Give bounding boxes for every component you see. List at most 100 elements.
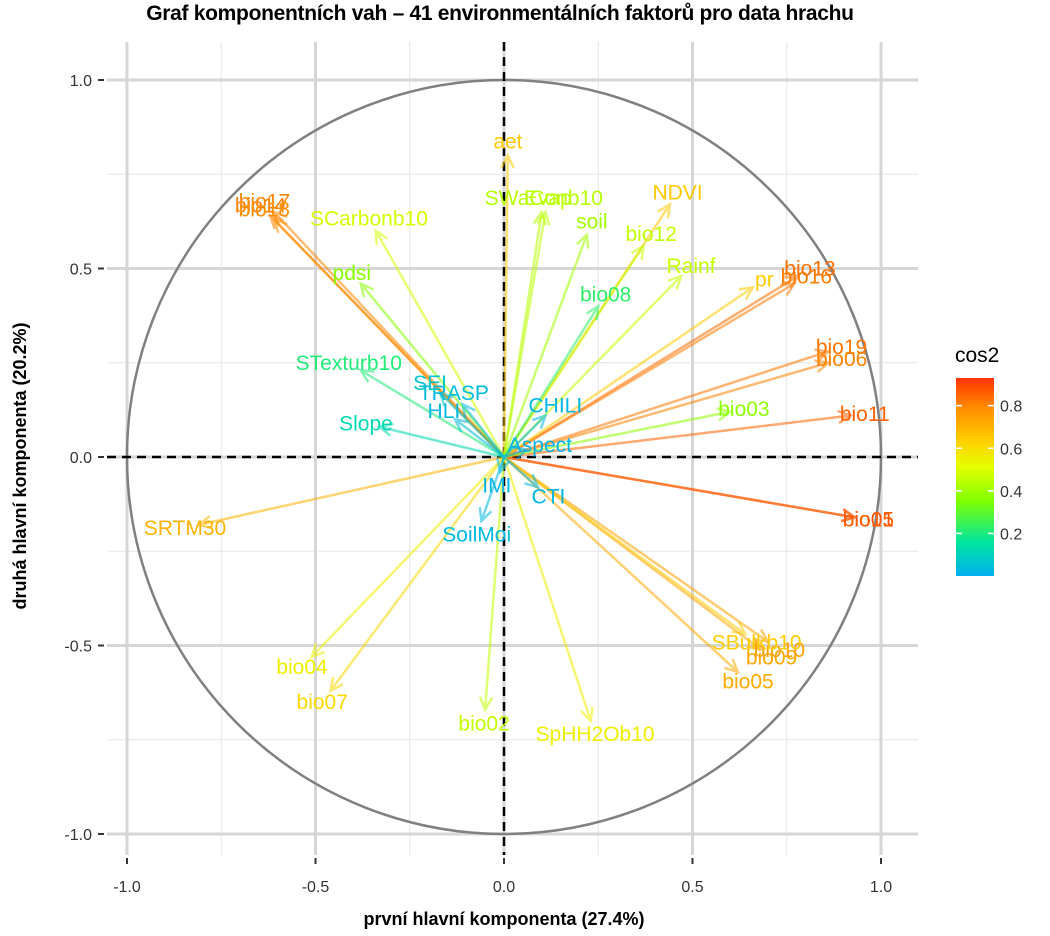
arrow-shaft xyxy=(503,414,547,458)
arrow-SBulkb10 xyxy=(503,455,748,636)
legend-tick-label: 0.4 xyxy=(1000,484,1022,501)
arrow-shaft xyxy=(374,230,506,458)
legend-colorbar xyxy=(956,378,994,576)
arrow-shaft xyxy=(503,350,829,459)
arrow-TRASP xyxy=(460,401,505,458)
arrow-head xyxy=(195,515,213,530)
arrow-head xyxy=(585,303,600,321)
arrow-shaft xyxy=(503,448,528,459)
arrow-pr xyxy=(503,285,756,459)
arrow-soil xyxy=(502,231,590,458)
arrow-SEI xyxy=(437,390,505,458)
label-bio04: bio04 xyxy=(276,656,328,679)
arrow-shaft xyxy=(503,361,829,459)
label-Aspect: Aspect xyxy=(508,434,572,457)
y-axis-title: druhá hlavní komponenta (20.2%) xyxy=(10,322,30,609)
arrow-shaft xyxy=(379,425,505,459)
y-tick-label: -0.5 xyxy=(64,639,92,656)
arrow-head xyxy=(328,676,344,694)
y-tick-label: 0.5 xyxy=(70,262,92,279)
arrow-shaft xyxy=(310,456,505,658)
arrow-head xyxy=(716,407,734,422)
label-bio08: bio08 xyxy=(580,283,631,306)
arrow-head xyxy=(753,628,771,644)
arrow-shaft xyxy=(502,155,510,458)
label-CTI: CTI xyxy=(531,485,565,508)
arrow-head xyxy=(272,217,288,234)
label-pdsi: pdsi xyxy=(333,262,372,285)
arrow-head xyxy=(780,282,797,296)
label-pr: pr xyxy=(755,268,774,291)
arrow-head xyxy=(452,417,469,433)
y-tick-label: -1.0 xyxy=(64,827,92,844)
label-bio13: bio13 xyxy=(784,258,835,281)
x-tick-label: 0.0 xyxy=(493,879,515,896)
arrow-head xyxy=(814,359,831,374)
arrow-shaft xyxy=(503,282,795,459)
arrow-bio03 xyxy=(503,407,734,459)
x-tick-label: 0.5 xyxy=(681,879,703,896)
arrow-head xyxy=(575,231,590,249)
arrow-shaft xyxy=(360,369,505,459)
arrow-Evap xyxy=(502,209,551,458)
label-bio06: bio06 xyxy=(816,348,867,371)
arrow-bio04 xyxy=(309,456,505,659)
arrow-head xyxy=(460,401,476,419)
arrow-bio05 xyxy=(503,456,740,674)
arrow-head xyxy=(376,422,394,437)
arrow-shaft xyxy=(454,418,505,458)
arrow-head xyxy=(512,446,530,461)
label-TRASP: TRASP xyxy=(419,382,489,405)
arrow-shaft xyxy=(502,211,547,458)
arrow-SoilMoi xyxy=(478,456,506,524)
legend-tick-label: 0.2 xyxy=(1000,526,1022,543)
chart-title: Graf komponentních vah – 41 environmentá… xyxy=(146,2,854,25)
arrow-shaft xyxy=(503,455,747,636)
label-aet: aet xyxy=(493,130,522,153)
arrow-head xyxy=(358,281,374,298)
arrow-bio16 xyxy=(503,282,797,459)
arrow-shaft xyxy=(329,456,506,692)
arrow-head xyxy=(437,390,454,407)
label-SCarbonb10: SCarbonb10 xyxy=(310,208,428,231)
arrow-shaft xyxy=(480,456,506,522)
arrow-shaft xyxy=(503,455,855,519)
label-Evap: Evap xyxy=(524,187,572,210)
cos2-legend: cos2 0.2 0.4 0.6 0.8 xyxy=(955,344,1022,576)
arrow-shaft xyxy=(503,414,851,459)
label-bio09: bio09 xyxy=(746,647,797,670)
x-tick-label: 1.0 xyxy=(870,879,892,896)
arrow-CTI xyxy=(503,456,541,490)
arrow-SRTM30 xyxy=(195,455,505,530)
arrow-shaft xyxy=(503,410,731,459)
arrow-bio06 xyxy=(503,359,831,459)
arrow-head xyxy=(478,696,494,713)
label-bio19: bio19 xyxy=(816,336,867,359)
arrow-bio11 xyxy=(503,409,854,459)
label-Rainf: Rainf xyxy=(666,255,715,278)
arrow-SCarbonb10 xyxy=(374,228,506,458)
arrow-head xyxy=(657,202,672,219)
arrow-bio08 xyxy=(502,303,600,458)
label-SWaConb10: SWaConb10 xyxy=(485,187,603,210)
arrow-head xyxy=(531,413,548,430)
arrow-head xyxy=(478,507,493,524)
label-HLI: HLI xyxy=(428,400,461,423)
arrow-head xyxy=(814,348,831,363)
arrow-head xyxy=(500,152,515,169)
arrow-head xyxy=(746,636,763,651)
label-SRTM30: SRTM30 xyxy=(144,517,226,540)
arrow-head xyxy=(837,409,854,425)
legend-tick-label: 0.6 xyxy=(1000,441,1022,458)
arrow-shaft xyxy=(502,456,592,722)
arrow-shaft xyxy=(461,403,505,458)
legend-tick-label: 0.8 xyxy=(1000,399,1022,416)
arrow-bio19 xyxy=(503,348,831,459)
y-tick-label: 1.0 xyxy=(70,73,92,90)
axes: první hlavní komponenta (27.4%) druhá hl… xyxy=(10,73,892,929)
arrow-head xyxy=(496,458,511,475)
label-Slope: Slope xyxy=(339,413,393,436)
arrow-shaft xyxy=(439,392,505,458)
arrow-HLI xyxy=(452,417,505,458)
arrow-head xyxy=(268,213,284,230)
